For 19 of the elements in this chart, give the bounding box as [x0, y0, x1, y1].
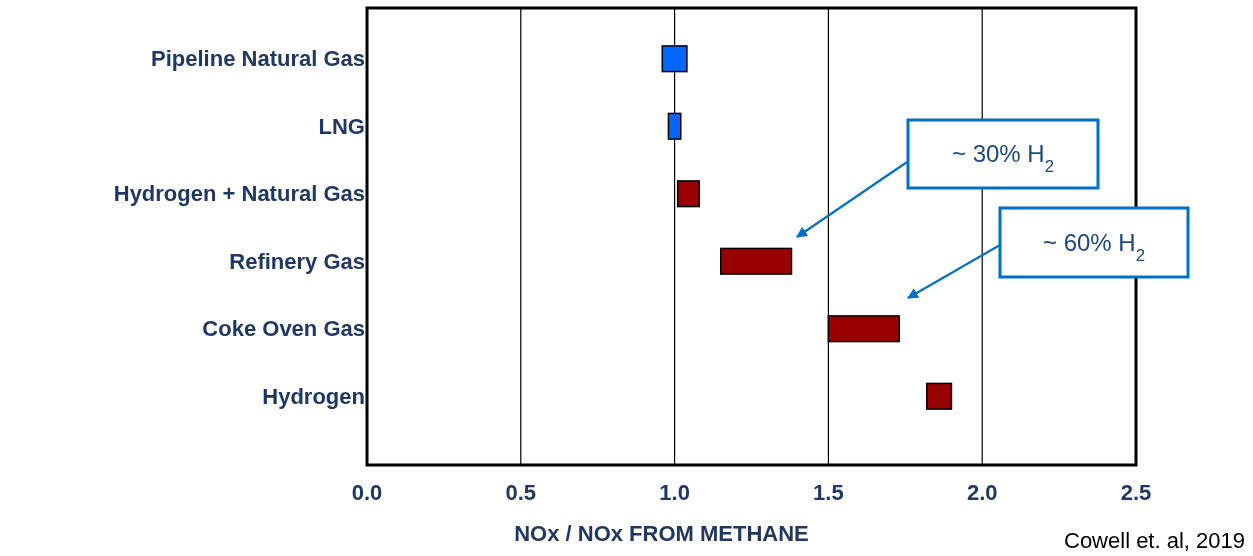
text: Cowell et. al, 2019	[1064, 528, 1245, 553]
y-tick-label: Hydrogen + Natural Gas	[113, 181, 365, 207]
x-tick-label: 0.5	[505, 480, 537, 505]
x-tick-label: 2.0	[966, 480, 998, 505]
y-tick-label: Hydrogen	[262, 383, 365, 409]
x-tick-label: 0.0	[351, 480, 383, 505]
annotation: ~ 30% H$_{2}$	[951, 140, 1055, 176]
bar	[926, 382, 953, 410]
x-tick-label: 1.0	[659, 480, 690, 505]
annotation: ~ 60% H$_{2}$	[1042, 228, 1146, 265]
x-tick-label: 2.5	[1120, 480, 1152, 505]
y-tick-label: LNG	[318, 113, 365, 139]
x-axis-title: NOx / NOx FROM METHANE	[514, 521, 809, 546]
x-tick-label: 1.5	[813, 480, 844, 505]
y-tick-label: Pipeline Natural Gas	[151, 46, 365, 72]
bar	[676, 180, 700, 208]
y-tick-label: Refinery Gas	[229, 248, 365, 274]
bar	[719, 247, 793, 275]
y-tick-label: Coke Oven Gas	[202, 316, 365, 342]
